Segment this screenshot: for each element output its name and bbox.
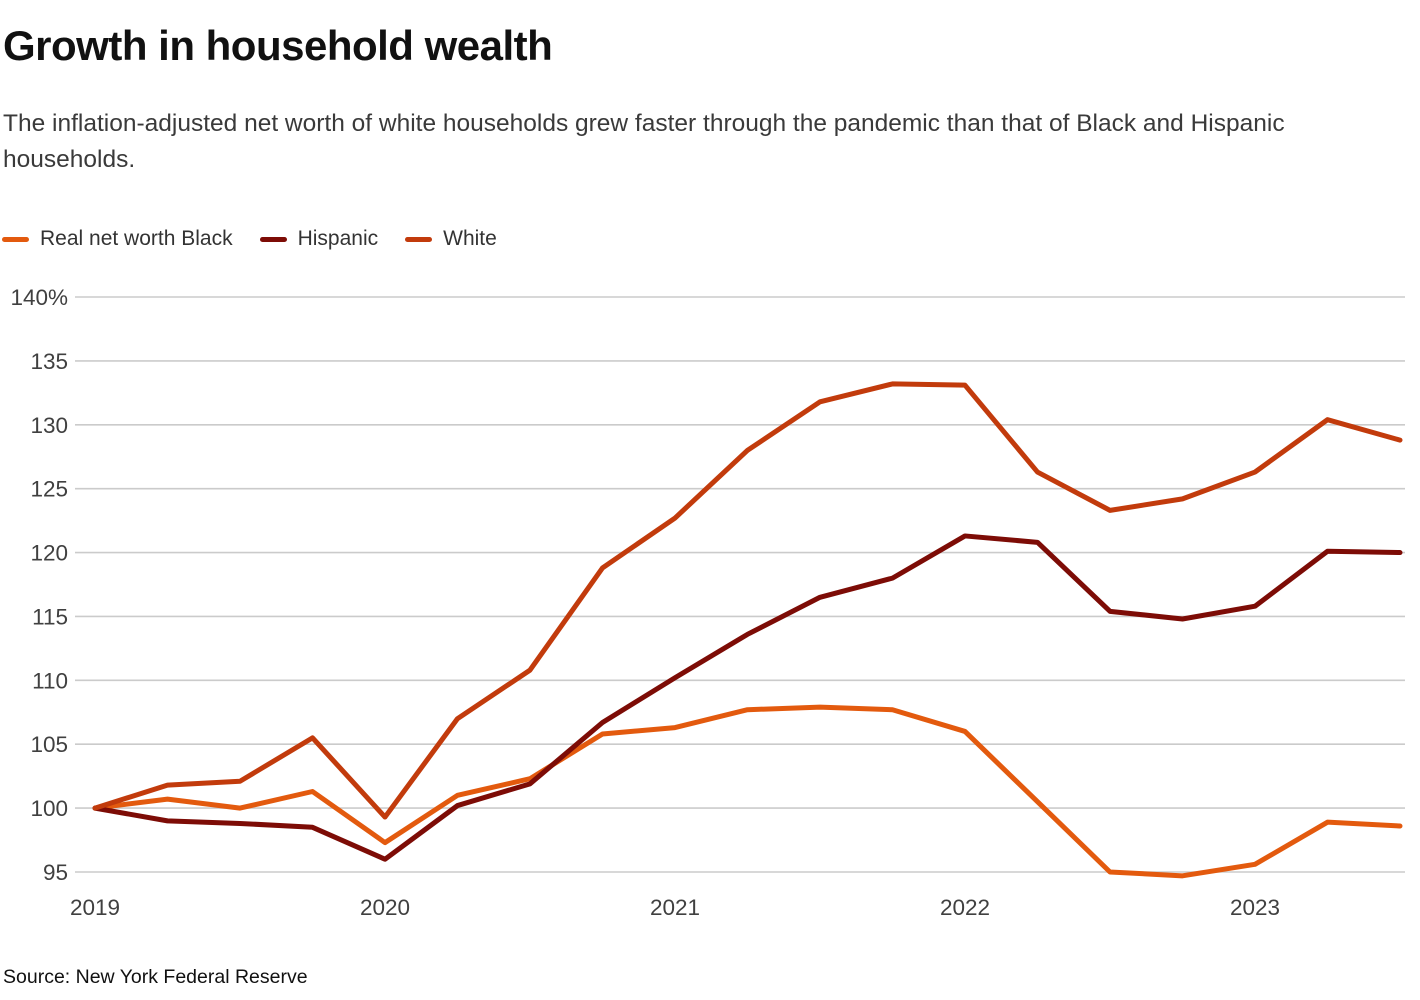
y-tick-label: 135: [30, 349, 68, 374]
series-line-white: [92, 381, 1403, 820]
legend-item-hispanic: Hispanic: [259, 227, 379, 251]
y-tick-label: 105: [30, 732, 68, 757]
source-note: Source: New York Federal Reserve: [3, 966, 308, 988]
y-tick-label: 115: [32, 604, 68, 629]
y-tick-label: 100: [30, 796, 68, 821]
x-tick-label: 2022: [940, 895, 990, 920]
series-line-real-net-worth-black: [92, 704, 1403, 879]
x-tick-label: 2023: [1230, 895, 1280, 920]
legend-label-hispanic: Hispanic: [297, 227, 379, 250]
y-tick-label: 110: [32, 668, 68, 693]
legend-swatch-white: [405, 236, 433, 242]
chart-title: Growth in household wealth: [3, 22, 553, 69]
y-tick-label: 125: [30, 477, 68, 502]
legend-swatch-hispanic: [259, 236, 287, 242]
x-tick-label: 2021: [650, 895, 700, 920]
y-tick-label: 95: [43, 860, 68, 885]
legend-swatch-black: [2, 236, 29, 242]
legend: Real net worth Black Hispanic White: [2, 227, 497, 251]
legend-label-white: White: [443, 227, 497, 250]
legend-item-white: White: [405, 227, 497, 251]
series-line-hispanic: [92, 533, 1403, 862]
legend-item-black: Real net worth Black: [2, 227, 233, 251]
y-tick-label: 130: [30, 413, 68, 438]
x-tick-label: 2020: [360, 895, 410, 920]
y-tick-label: 140%: [10, 285, 68, 310]
legend-label-black: Real net worth Black: [40, 227, 233, 250]
chart-subtitle: The inflation-adjusted net worth of whit…: [3, 110, 1285, 173]
y-tick-label: 120: [30, 541, 68, 566]
x-tick-label: 2019: [70, 895, 120, 920]
